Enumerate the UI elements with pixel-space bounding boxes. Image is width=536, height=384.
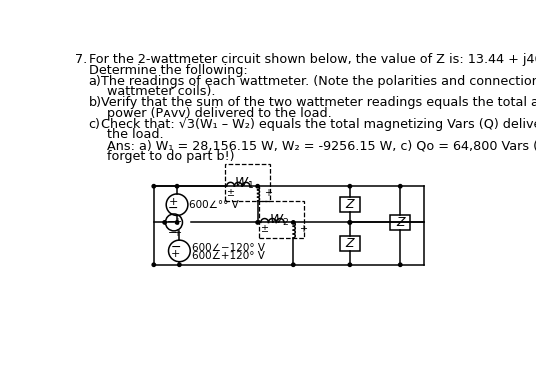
Text: the load.: the load. — [107, 129, 164, 141]
Text: ±: ± — [260, 224, 268, 234]
Text: −: − — [170, 240, 181, 253]
Text: Determine the following:: Determine the following: — [88, 64, 248, 77]
Circle shape — [348, 263, 352, 266]
Text: b): b) — [88, 96, 102, 109]
Text: Z: Z — [346, 198, 354, 211]
Text: +: + — [173, 217, 181, 227]
Circle shape — [163, 221, 166, 224]
Bar — [225, 164, 270, 201]
Text: +: + — [264, 188, 272, 198]
Circle shape — [348, 221, 352, 224]
Circle shape — [175, 185, 178, 188]
Text: c): c) — [88, 118, 101, 131]
Text: $W_2$: $W_2$ — [269, 214, 288, 228]
Text: Z: Z — [346, 237, 354, 250]
Text: $W_1$: $W_1$ — [234, 176, 255, 192]
Bar — [340, 235, 360, 251]
Text: 600∠°° V: 600∠°° V — [189, 200, 239, 210]
Text: wattmeter coils).: wattmeter coils). — [107, 85, 216, 98]
Circle shape — [152, 263, 155, 266]
Text: Ans: a) W₁ = 28,156.15 W, W₂ = -9256.15 W, c) Qᴏ = 64,800 Vars (Don’t: Ans: a) W₁ = 28,156.15 W, W₂ = -9256.15 … — [107, 139, 536, 152]
Circle shape — [292, 263, 295, 266]
Text: Z: Z — [396, 216, 405, 229]
Text: 7.: 7. — [75, 53, 87, 66]
Circle shape — [292, 221, 295, 224]
Circle shape — [348, 221, 352, 224]
Text: forget to do part b!): forget to do part b!) — [107, 150, 235, 163]
Text: ±: ± — [226, 188, 234, 198]
Text: power (Pᴀᴠᴠ) delivered to the load.: power (Pᴀᴠᴠ) delivered to the load. — [107, 107, 332, 120]
Text: +: + — [171, 249, 180, 259]
Text: −: − — [168, 202, 178, 215]
Circle shape — [152, 185, 155, 188]
Circle shape — [256, 221, 259, 224]
Text: +: + — [299, 224, 307, 234]
Text: −: − — [167, 217, 176, 227]
Circle shape — [399, 185, 402, 188]
Text: +: + — [168, 197, 178, 207]
Circle shape — [348, 185, 352, 188]
Text: −: − — [168, 228, 177, 238]
Circle shape — [175, 221, 178, 224]
Text: 600∠+120° V: 600∠+120° V — [192, 251, 265, 261]
Bar — [390, 215, 411, 230]
Circle shape — [177, 263, 181, 266]
Text: 600∠−120° V: 600∠−120° V — [192, 243, 265, 253]
Text: The readings of each wattmeter. (Note the polarities and connections of the: The readings of each wattmeter. (Note th… — [101, 74, 536, 88]
Text: Check that: √3(W₁ – W₂) equals the total magnetizing Vars (Q) delivered to: Check that: √3(W₁ – W₂) equals the total… — [101, 118, 536, 131]
Text: For the 2-wattmeter circuit shown below, the value of Z is: 13.44 + j46.08 Ω.: For the 2-wattmeter circuit shown below,… — [88, 53, 536, 66]
Circle shape — [399, 263, 402, 266]
Text: Verify that the sum of the two wattmeter readings equals the total average: Verify that the sum of the two wattmeter… — [101, 96, 536, 109]
Circle shape — [256, 185, 259, 188]
Text: a): a) — [88, 74, 101, 88]
Text: +: + — [173, 228, 181, 238]
Bar — [340, 197, 360, 212]
Bar — [259, 201, 304, 238]
